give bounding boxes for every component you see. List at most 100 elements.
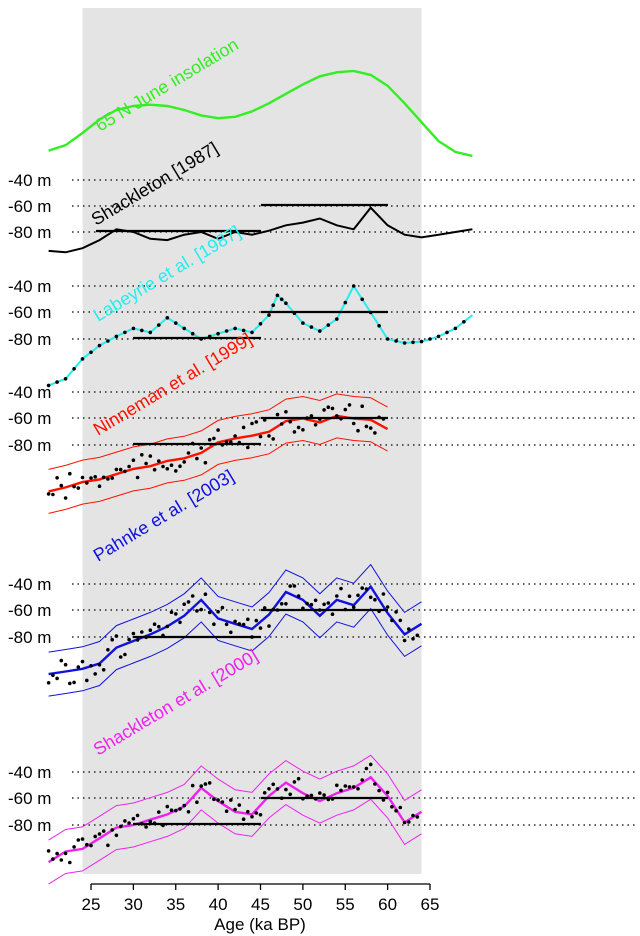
data-point [229,798,233,802]
x-tick-label: 25 [82,895,101,914]
data-point [127,821,131,825]
data-point [89,664,93,668]
data-point [76,486,81,490]
data-point [267,434,271,438]
data-point [203,592,208,596]
data-point [174,612,178,616]
data-point [402,820,407,825]
data-point [254,811,259,815]
data-point [292,430,297,434]
data-point [89,476,93,480]
data-point [246,809,250,814]
data-point [207,437,212,442]
ref-label-80: -80 m [8,330,51,349]
data-point [250,421,254,426]
data-point [360,297,365,302]
ref-label-60: -60 m [8,409,51,428]
data-point [237,803,242,807]
data-point [157,810,161,814]
data-point [51,673,55,678]
data-point [212,436,216,441]
data-point [157,323,161,327]
x-axis-title: Age (ka BP) [214,915,306,934]
data-point [377,788,381,793]
data-point [415,815,420,819]
data-point [246,617,250,622]
data-point [351,785,356,789]
ref-label-40: -40 m [8,171,51,190]
data-point [229,630,233,635]
series-envelope [48,607,422,697]
data-point [63,377,68,381]
series-envelope [48,437,388,514]
data-point [106,477,110,481]
data-point [309,414,314,418]
data-point [148,628,153,632]
data-point [89,843,93,848]
data-point [343,784,348,788]
x-tick-label: 45 [251,895,270,914]
data-point [347,403,352,407]
data-point [318,329,322,333]
data-point [165,467,170,471]
data-point [377,324,381,328]
data-point [326,405,331,410]
data-point [364,587,369,591]
data-point [246,445,250,450]
data-point [428,337,432,341]
data-point [356,787,360,791]
data-point [68,860,72,865]
data-point [318,791,322,795]
data-point [258,434,263,439]
data-point [250,814,254,819]
series-line [47,775,423,864]
data-point [402,341,407,345]
data-point [140,630,144,634]
data-point [174,321,178,325]
data-point [195,800,199,804]
data-point [216,331,220,336]
data-point [140,328,144,333]
data-point [364,766,369,771]
data-point [190,331,195,336]
data-point [114,467,119,472]
data-point [445,330,449,335]
data-point [118,467,123,472]
data-point [80,837,85,841]
data-point [356,593,360,598]
data-point [178,620,182,625]
data-point [195,609,199,613]
series-5 [46,754,423,885]
data-point [207,781,212,785]
data-point [262,791,267,795]
data-point [262,606,267,610]
data-point [68,681,72,686]
data-point [284,301,288,306]
ref-label-80: -80 m [8,816,51,835]
data-point [216,609,220,614]
data-point [63,662,68,667]
data-point [254,420,259,424]
data-point [309,325,314,329]
data-point [305,601,309,606]
data-point [360,586,365,590]
data-point [385,790,390,795]
data-point [190,594,195,598]
data-point [51,492,55,497]
data-point [85,842,89,847]
data-point [93,834,97,839]
data-point [275,412,280,417]
data-point [385,337,390,341]
data-point [97,484,102,489]
ref-label-40: -40 m [8,575,51,594]
data-point [385,605,390,609]
data-point [368,595,373,600]
data-point [55,476,59,480]
ref-label-80: -80 m [8,436,51,455]
data-point [123,330,127,335]
data-point [360,404,365,409]
data-point [241,425,246,430]
data-point [411,637,415,641]
data-point [335,783,339,788]
